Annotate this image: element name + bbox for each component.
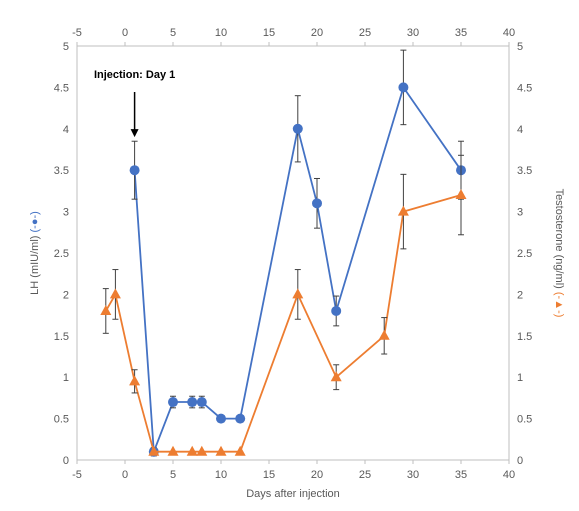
x-tick-label-bottom: 35 [455,469,467,481]
y-tick-label-right: 4 [517,124,523,136]
testosterone-data-point [378,329,390,340]
testosterone-data-point [167,445,179,456]
lh-data-point [196,397,207,408]
y-tick-label-right: 1.5 [517,331,532,343]
testosterone-data-point [100,304,112,315]
lh-series-line [133,85,462,453]
x-tick-label-top: 40 [503,27,515,39]
x-tick-label-bottom: 15 [263,469,275,481]
testosterone-data-point [330,371,342,382]
x-tick-label-top: 0 [122,27,128,39]
x-tick-label-top: 5 [170,27,176,39]
y-axis-right-label-text: Testosterone (ng/ml) [553,189,565,289]
lh-data-point [398,82,409,93]
x-tick-label-top: 10 [215,27,227,39]
y-axis-left-label-marker: (-●-) [29,211,41,232]
y-axis-right-label-marker: (-▲-) [553,292,565,318]
y-axis-left-label-text: LH (mIU/ml) [29,236,41,295]
y-tick-label-right: 0.5 [517,414,532,426]
x-tick-label-top: 30 [407,27,419,39]
y-tick-label-right: 2.5 [517,248,532,260]
lh-data-point [331,305,342,316]
x-tick-label-top: 25 [359,27,371,39]
x-tick-label-top: 35 [455,27,467,39]
y-tick-label-left: 5 [63,41,69,53]
y-tick-label-right: 1 [517,372,523,384]
x-tick-label-top: -5 [72,27,82,39]
y-tick-label-right: 5 [517,41,523,53]
testosterone-data-point [292,288,304,299]
y-tick-label-left: 1 [63,372,69,384]
testosterone-data-point [215,445,227,456]
lh-data-point [312,198,322,209]
y-axis-right-label-group: Testosterone (ng/ml) (-▲-) [553,189,565,318]
injection-arrow-head [130,129,139,138]
y-tick-label-left: 2.5 [54,248,69,260]
x-tick-label-bottom: 5 [170,469,176,481]
y-tick-label-right: 2 [517,289,523,301]
annotation-group: Injection: Day 1 [94,69,175,138]
y-tick-label-left: 2 [63,289,69,301]
series-group [100,49,467,457]
y-tick-label-left: 0.5 [54,414,69,426]
lh-data-point [187,397,198,408]
y-tick-label-right: 3 [517,207,523,219]
y-axis-right-label: Testosterone (ng/ml) (-▲-) [553,189,565,318]
y-tick-label-left: 4.5 [54,82,69,94]
testosterone-data-point [196,445,208,456]
testosterone-series-line [105,194,462,453]
axes-group [76,42,510,464]
x-tick-label-bottom: 0 [122,469,128,481]
testosterone-data-point [455,189,467,200]
x-axis-label: Days after injection [246,488,340,500]
y-tick-label-left: 3.5 [54,165,69,177]
y-tick-label-right: 0 [517,455,523,467]
x-tick-label-top: 15 [263,27,275,39]
y-tick-label-right: 3.5 [517,165,532,177]
lh-data-point [292,123,303,134]
y-axis-left-label-group: LH (mIU/ml) (-●-) [29,211,41,295]
y-tick-label-left: 1.5 [54,331,69,343]
testosterone-data-point [397,205,409,216]
testosterone-data-point [186,445,198,456]
x-tick-label-bottom: 25 [359,469,371,481]
y-tick-label-left: 3 [63,207,69,219]
x-tick-label-bottom: 10 [215,469,227,481]
x-tick-label-bottom: 40 [503,469,515,481]
testosterone-data-point [109,288,121,299]
lh-data-point [216,413,226,424]
testosterone-data-point [129,375,141,386]
y-axis-left-label: LH (mIU/ml) (-●-) [29,211,41,295]
x-tick-label-bottom: 20 [311,469,323,481]
y-tick-label-left: 4 [63,124,69,136]
injection-annotation: Injection: Day 1 [94,69,175,81]
lh-data-point [129,165,140,176]
x-tick-label-bottom: -5 [72,469,82,481]
testosterone-data-point [234,445,246,456]
x-tick-label-top: 20 [311,27,323,39]
lh-data-point [235,413,246,424]
y-tick-label-left: 0 [63,455,69,467]
testosterone-data-point [148,445,160,456]
x-tick-label-bottom: 30 [407,469,419,481]
lh-data-point [168,397,178,408]
y-tick-label-right: 4.5 [517,82,532,94]
